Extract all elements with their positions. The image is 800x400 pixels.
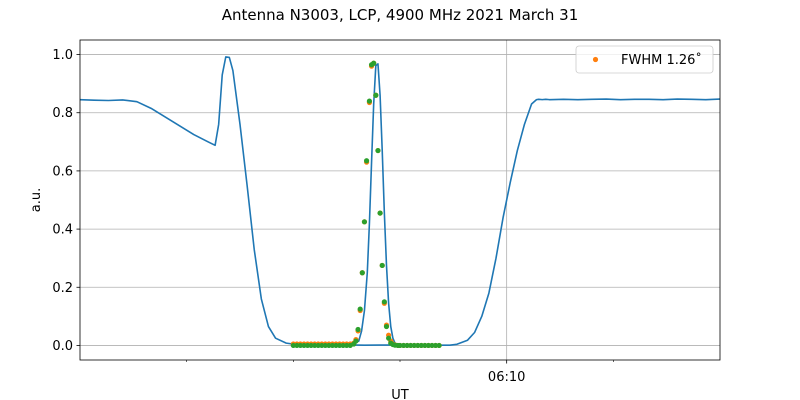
data-point (383, 323, 390, 330)
y-axis-label: a.u. (29, 188, 44, 212)
data-point (340, 342, 346, 349)
data-point (333, 342, 339, 349)
x-tick-label: 06:10 (488, 370, 525, 385)
data-point (375, 147, 381, 154)
x-axis-label: UT (391, 388, 409, 400)
data-point (397, 342, 403, 349)
data-point (297, 342, 304, 349)
grid (80, 40, 720, 360)
data-point (290, 342, 296, 349)
data-point (379, 262, 385, 269)
data-point (301, 342, 307, 349)
y-tick-label: 0.0 (52, 339, 73, 354)
legend: FWHM 1.26˚ (575, 45, 714, 74)
y-tick-label: 0.2 (52, 281, 73, 296)
data-point (353, 338, 359, 344)
data-point (404, 342, 410, 349)
data-point (315, 342, 321, 349)
data-point (363, 158, 370, 164)
data-point (355, 326, 361, 333)
data-point (329, 342, 336, 349)
data-point (373, 92, 379, 98)
data-point (322, 342, 328, 349)
legend-entry-fwhm: FWHM 1.26˚ (621, 52, 702, 68)
series-layer (80, 56, 720, 349)
legend-marker (592, 56, 599, 63)
data-point (359, 270, 365, 276)
y-tick-label: 0.8 (52, 106, 73, 121)
y-tick-label: 0.4 (52, 223, 73, 238)
data-point (377, 210, 383, 216)
series-line-1 (314, 63, 436, 347)
plot-frame (79, 39, 721, 361)
data-point (429, 342, 435, 349)
data-point (366, 98, 373, 104)
data-point (361, 219, 368, 225)
data-point (371, 60, 377, 66)
legend-box (575, 45, 714, 74)
data-point (425, 342, 432, 349)
data-point (411, 342, 417, 349)
series-line-0 (80, 56, 720, 347)
data-point (381, 299, 387, 305)
data-point (436, 342, 442, 349)
axis-ticks: 0.0 0.2 0.4 0.6 0.8 1.0 06:10 (52, 48, 614, 385)
y-tick-label: 1.0 (52, 48, 73, 63)
chart-title: Antenna N3003, LCP, 4900 MHz 2021 March … (222, 6, 579, 24)
y-tick-label: 0.6 (52, 164, 73, 179)
data-point (357, 306, 363, 312)
data-point (418, 342, 424, 349)
data-point (308, 342, 314, 349)
data-point (386, 335, 392, 341)
